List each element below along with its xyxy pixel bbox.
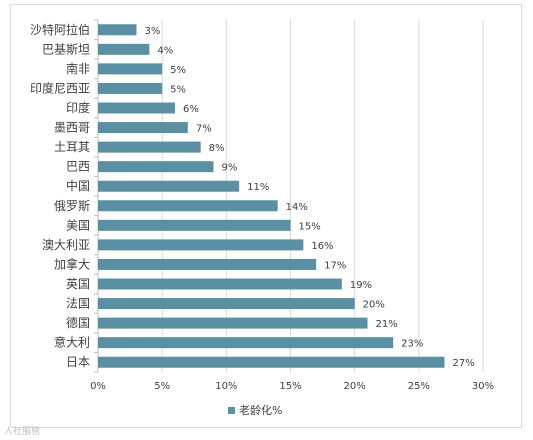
- data-label: 8%: [209, 143, 225, 154]
- bar: [98, 43, 150, 55]
- category-label: 法国: [66, 297, 90, 311]
- category-label: 巴基斯坦: [42, 42, 90, 56]
- category-label: 美国: [66, 218, 90, 232]
- category-label: 印度: [66, 100, 90, 115]
- data-label: 20%: [363, 300, 385, 311]
- x-tick-label: 25%: [408, 381, 430, 392]
- bar: [98, 82, 163, 94]
- category-label: 南非: [66, 61, 90, 76]
- x-tick-label: 20%: [344, 381, 366, 392]
- x-tick-label: 5%: [154, 381, 170, 392]
- bar: [98, 63, 163, 75]
- legend-label: 老龄化%: [239, 404, 283, 417]
- category-label: 沙特阿拉伯: [30, 22, 90, 37]
- bar: [98, 356, 445, 368]
- bar: [98, 239, 304, 251]
- data-label: 21%: [376, 319, 398, 330]
- category-label: 俄罗斯: [54, 199, 90, 213]
- x-tick-label: 10%: [215, 381, 237, 392]
- data-label: 17%: [324, 260, 346, 271]
- category-label: 日本: [66, 355, 90, 369]
- category-label: 土耳其: [54, 140, 90, 154]
- watermark: 人社服務: [4, 427, 41, 437]
- bar: [98, 278, 342, 290]
- bar: [98, 258, 317, 270]
- data-label: 3%: [145, 26, 161, 37]
- x-tick-label: 15%: [279, 381, 301, 392]
- legend: 老龄化%: [228, 403, 282, 417]
- data-label: 9%: [222, 163, 238, 174]
- category-label: 加拿大: [54, 256, 90, 271]
- data-label: 16%: [311, 241, 333, 252]
- bar: [98, 102, 175, 114]
- category-label: 中国: [66, 178, 90, 193]
- category-label: 印度尼西亚: [30, 80, 90, 95]
- bar: [98, 298, 355, 310]
- data-label: 11%: [247, 182, 269, 193]
- bar: [98, 317, 368, 329]
- chart-frame: [10, 4, 522, 428]
- category-label: 墨西哥: [54, 121, 90, 135]
- bar: [98, 24, 137, 36]
- data-label: 19%: [350, 280, 372, 291]
- category-label: 英国: [66, 277, 90, 291]
- data-label: 23%: [401, 339, 423, 350]
- legend-swatch: [228, 406, 235, 414]
- data-label: 5%: [170, 65, 186, 76]
- category-label: 巴西: [66, 160, 90, 174]
- x-tick-label: 0%: [90, 381, 106, 392]
- category-label: 意大利: [54, 335, 90, 350]
- bar: [98, 200, 278, 212]
- bar: [98, 219, 291, 231]
- data-label: 27%: [453, 358, 475, 369]
- data-label: 15%: [299, 221, 321, 232]
- data-label: 5%: [170, 84, 186, 95]
- data-label: 4%: [157, 45, 173, 56]
- bar: [98, 337, 394, 349]
- data-label: 14%: [286, 202, 308, 213]
- category-label: 澳大利亚: [42, 238, 90, 252]
- data-label: 7%: [196, 124, 212, 135]
- x-tick-label: 30%: [472, 381, 494, 392]
- data-label: 6%: [183, 104, 199, 115]
- bar: [98, 180, 240, 192]
- bar: [98, 161, 214, 173]
- bar: [98, 122, 188, 134]
- category-label: 德国: [66, 315, 90, 330]
- bar: [98, 141, 201, 153]
